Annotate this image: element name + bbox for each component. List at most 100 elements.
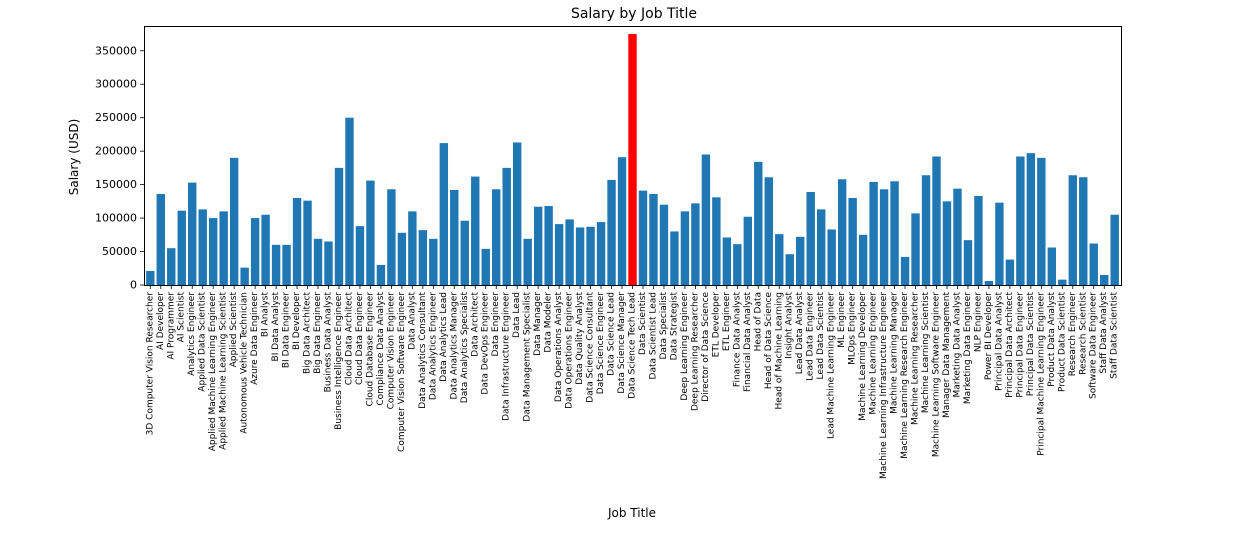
bar xyxy=(387,189,396,285)
bar xyxy=(659,204,669,285)
bar xyxy=(817,209,826,285)
bar xyxy=(984,280,994,285)
y-tick-label: 50000 xyxy=(102,245,137,258)
bars-group xyxy=(146,34,1119,285)
x-tick-label: Data Specialist xyxy=(659,292,669,360)
y-tick-label: 300000 xyxy=(95,78,137,91)
bar xyxy=(837,179,847,285)
bar xyxy=(261,214,270,285)
x-tick-label: Director of Data Science xyxy=(701,292,711,402)
x-tick-label: Financial Data Analyst xyxy=(743,292,753,393)
bar xyxy=(995,202,1004,285)
bar xyxy=(282,244,291,285)
bar xyxy=(712,197,721,285)
bar xyxy=(481,248,490,285)
x-tick-label: Data Modeler xyxy=(544,292,554,353)
x-tick-label: Machine Learning Manager xyxy=(890,292,900,414)
x-tick-label: Insight Analyst xyxy=(785,292,795,359)
x-tick-label: AI Developer xyxy=(156,292,166,350)
bar xyxy=(743,216,753,285)
bar xyxy=(554,224,564,285)
bar xyxy=(492,189,501,285)
bar xyxy=(733,244,742,285)
bar xyxy=(754,161,763,285)
x-tick-label: Principal Machine Learning Engineer xyxy=(1036,292,1046,456)
bar xyxy=(827,229,836,285)
x-tick-label: ETL Engineer xyxy=(722,292,732,351)
x-tick-label: Marketing Data Engineer xyxy=(963,292,973,404)
bar xyxy=(942,201,952,285)
x-axis-label: Job Title xyxy=(607,506,656,520)
bar xyxy=(890,181,899,285)
bar xyxy=(429,238,438,285)
bar xyxy=(208,218,218,285)
x-tick-label: Manager Data Management xyxy=(942,292,952,418)
bar xyxy=(1100,274,1109,285)
bar xyxy=(691,203,700,285)
x-tick-label: BI Data Engineer xyxy=(282,292,292,368)
bar xyxy=(796,236,805,285)
bar xyxy=(146,270,155,285)
bar xyxy=(418,230,428,285)
x-tick-label: Big Data Engineer xyxy=(313,292,323,374)
x-tick-label: Staff Data Analyst xyxy=(1099,292,1109,374)
bar xyxy=(450,189,459,285)
bar xyxy=(806,191,815,285)
x-tick-label: ETL Developer xyxy=(711,292,721,358)
bar xyxy=(219,211,228,285)
bar xyxy=(848,198,857,285)
x-tick-label: ML Engineer xyxy=(837,292,847,348)
bar xyxy=(775,234,784,285)
bar xyxy=(1079,177,1088,285)
x-tick-label: Applied Scientist xyxy=(229,292,239,368)
x-tick-label: Machine Learning Researcher xyxy=(911,292,921,425)
x-tick-label: Lead Data Scientist xyxy=(816,292,826,380)
x-tick-label: BI Data Analyst xyxy=(271,292,281,362)
x-tick-label: Lead Machine Learning Engineer xyxy=(827,292,837,439)
bar xyxy=(869,181,878,285)
bar xyxy=(911,213,920,285)
bar xyxy=(460,220,469,285)
x-tick-label: Principal Data Analyst xyxy=(994,292,1004,391)
x-tick-label: Research Scientist xyxy=(1078,292,1088,375)
x-tick-label: BI Analyst xyxy=(261,292,271,338)
y-ticks-group: 0 50000 100000 150000 200000 250000 300000 3500… xyxy=(95,44,144,292)
bar xyxy=(575,227,585,285)
bar xyxy=(471,176,480,285)
x-tick-label: Autonomous Vehicle Technician xyxy=(240,292,250,434)
x-tick-label: Applied Data Scientist xyxy=(198,292,208,392)
x-tick-label: Machine Learning Software Engineer xyxy=(932,292,942,457)
x-tick-label: Data Management Specialist xyxy=(523,292,533,422)
bar xyxy=(292,198,302,285)
bar xyxy=(670,231,679,285)
x-tick-label: Head of Data Science xyxy=(764,292,774,390)
x-tick-label: Data Lead xyxy=(512,292,522,338)
x-tick-label: Data Architect xyxy=(470,292,480,357)
y-tick-label: 150000 xyxy=(95,178,137,191)
x-tick-label: Big Data Architect xyxy=(303,292,313,374)
bar xyxy=(156,193,165,285)
bar xyxy=(502,167,511,285)
x-tick-label: MLOps Engineer xyxy=(848,292,858,365)
bar xyxy=(764,177,773,285)
bar xyxy=(177,210,186,285)
bar xyxy=(250,218,260,285)
x-tick-label: Data Scientist xyxy=(638,292,648,355)
bar xyxy=(408,211,417,285)
bar xyxy=(198,209,207,285)
bar xyxy=(313,238,323,285)
x-tick-label: Computer Vision Software Engineer xyxy=(397,292,407,452)
x-tick-label: Data Engineer xyxy=(491,292,501,357)
bar xyxy=(586,226,595,285)
x-tick-label: Data Analytics Consultant xyxy=(418,292,428,409)
y-tick-label: 100000 xyxy=(95,212,137,225)
bar xyxy=(1047,247,1057,285)
bar xyxy=(355,226,365,285)
x-tick-label: Data DevOps Engineer xyxy=(481,292,491,395)
x-tick-label: Data Operations Analyst xyxy=(554,292,564,403)
x-tick-label: BI Developer xyxy=(292,292,302,350)
x-tick-label: Lead Data Analyst xyxy=(795,292,805,375)
bar xyxy=(1089,243,1098,285)
x-tick-label: Analytics Engineer xyxy=(187,292,197,376)
bar xyxy=(345,117,354,285)
